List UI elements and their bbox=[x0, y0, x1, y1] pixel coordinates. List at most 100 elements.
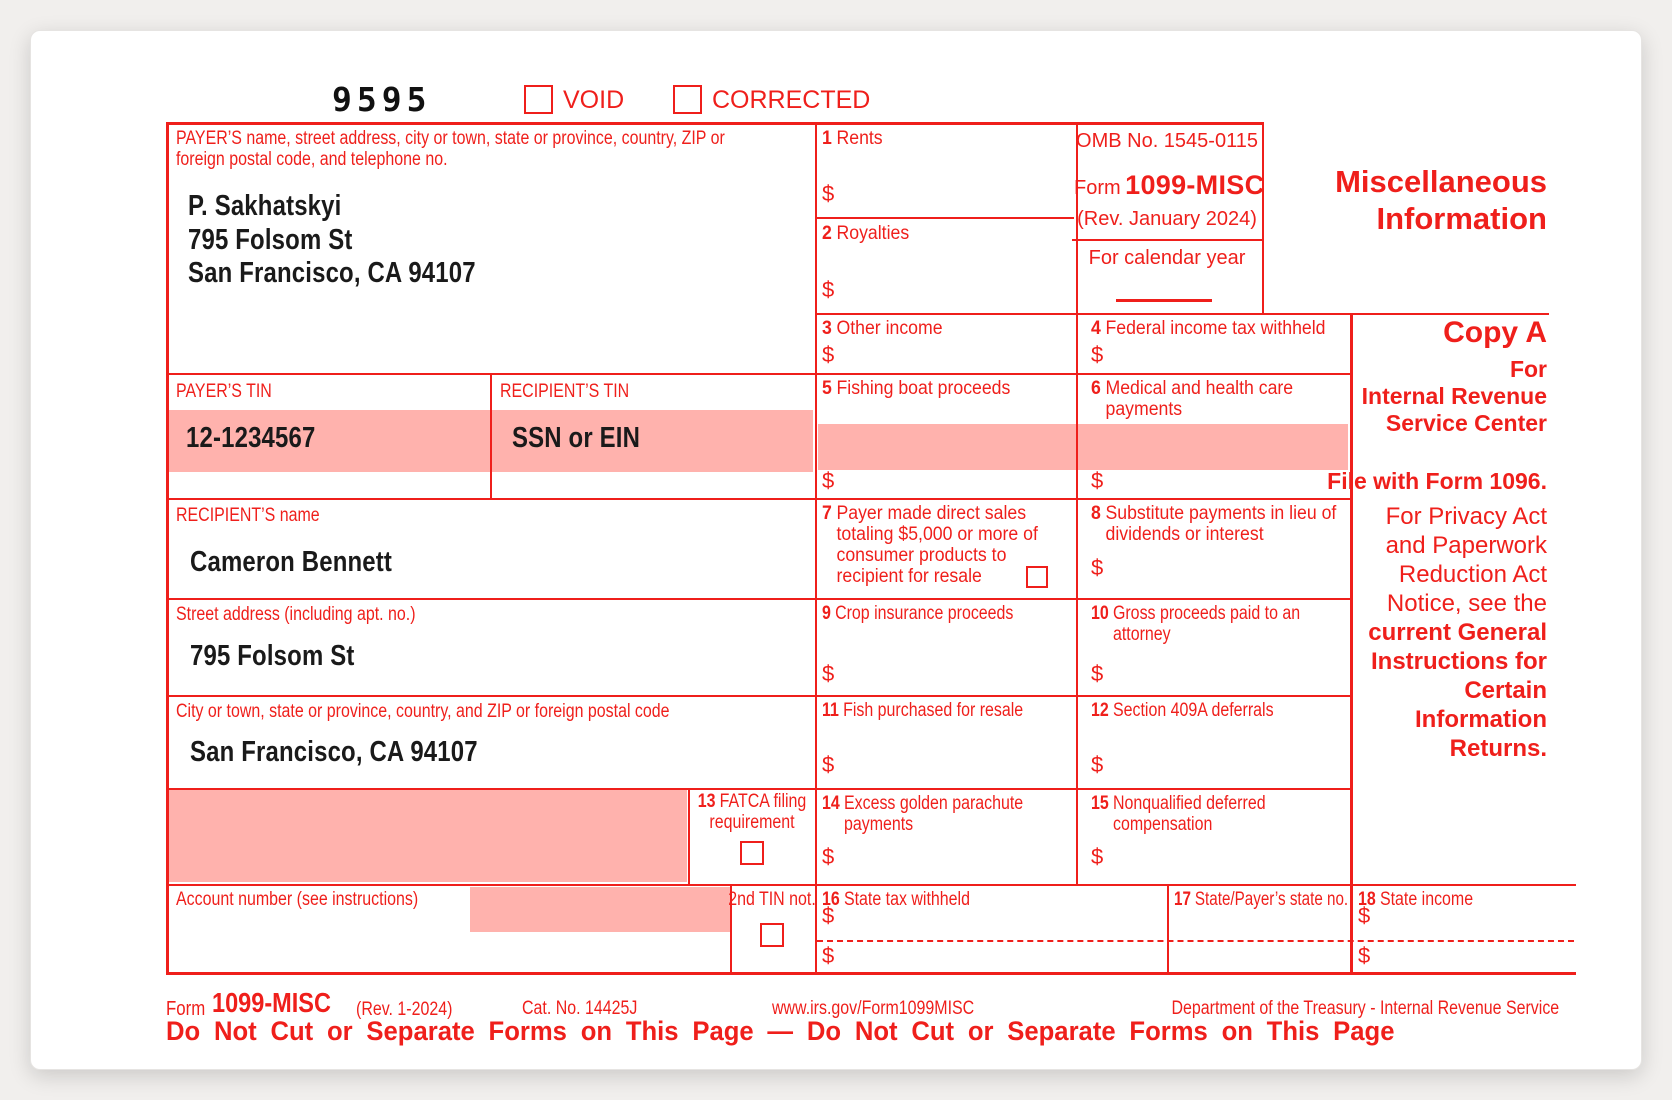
box4-dollar[interactable]: $ bbox=[1091, 342, 1104, 367]
file-with-label: File with Form 1096. bbox=[1327, 468, 1547, 494]
grid-line-center bbox=[815, 122, 817, 975]
payer-block-label: PAYER’S name, street address, city or to… bbox=[176, 128, 725, 170]
grid-line-payer-bottom bbox=[166, 373, 1353, 375]
account-number-label: Account number (see instructions) bbox=[176, 889, 419, 910]
scan-code: 9595 bbox=[332, 80, 432, 119]
street-address-label: Street address (including apt. no.) bbox=[176, 604, 416, 625]
recipient-name-label: RECIPIENT’S name bbox=[176, 505, 320, 526]
row13-left-highlight bbox=[169, 790, 687, 882]
box16-dollar-2[interactable]: $ bbox=[822, 943, 835, 968]
grid-line-name-bottom bbox=[166, 598, 1353, 600]
grid-line-omb-right bbox=[1262, 122, 1264, 315]
box5-label: 5 Fishing boat proceeds bbox=[822, 378, 1011, 399]
grid-line-calendar-top bbox=[1072, 239, 1264, 241]
box2-label: 2 Royalties bbox=[822, 223, 910, 244]
grid-line-tin-bottom bbox=[166, 498, 1353, 500]
box6-label: 6 Medical and health care payments bbox=[1091, 378, 1294, 420]
form-number: 1099-MISC bbox=[1125, 170, 1265, 200]
form-title: Miscellaneous Information bbox=[1335, 164, 1547, 236]
grid-line-account-top bbox=[166, 884, 1576, 886]
recipient-tin-label: RECIPIENT’S TIN bbox=[500, 381, 630, 402]
calendar-year-blank-line bbox=[1116, 299, 1212, 302]
grid-line-box1-bottom bbox=[815, 217, 1074, 219]
box15-dollar[interactable]: $ bbox=[1091, 844, 1104, 869]
box11-label: 11 Fish purchased for resale bbox=[822, 700, 1024, 721]
do-not-cut-banner: Do Not Cut or Separate Forms on This Pag… bbox=[166, 1016, 1395, 1046]
grid-line-colB-left bbox=[1076, 122, 1078, 886]
payer-tin-value[interactable]: 12-1234567 bbox=[186, 422, 316, 454]
box12-label: 12 Section 409A deferrals bbox=[1091, 700, 1274, 721]
footer-revision: (Rev. 1-2024) bbox=[356, 999, 453, 1020]
second-tin-checkbox[interactable] bbox=[760, 923, 784, 947]
box18-dollar-1[interactable]: $ bbox=[1358, 903, 1371, 928]
grid-line-fatca-left bbox=[688, 788, 690, 886]
form-word: Form bbox=[1074, 177, 1121, 199]
grid-line-2ndtin-left bbox=[730, 884, 732, 975]
box8-label: 8 Substitute payments in lieu of dividend… bbox=[1091, 503, 1337, 545]
grid-line-tin-divider bbox=[490, 373, 492, 500]
grid-line-row3-top bbox=[815, 313, 1549, 315]
box18-dollar-2[interactable]: $ bbox=[1358, 943, 1371, 968]
footer-treasury-text: Department of the Treasury - Internal Re… bbox=[1171, 998, 1560, 1019]
box13-label: 13 FATCA filing requirement bbox=[697, 791, 807, 833]
box9-dollar[interactable]: $ bbox=[822, 661, 835, 686]
footer-catalog-number: Cat. No. 14425J bbox=[522, 998, 638, 1019]
footer-irs-url[interactable]: www.irs.gov/Form1099MISC bbox=[772, 998, 975, 1019]
grid-line-city-bottom bbox=[166, 788, 1353, 790]
second-tin-label: 2nd TIN not. bbox=[728, 889, 816, 910]
city-value[interactable]: San Francisco, CA 94107 bbox=[190, 736, 478, 768]
recipient-tin-value[interactable]: SSN or EIN bbox=[512, 422, 641, 454]
corrected-label: CORRECTED bbox=[712, 86, 871, 114]
grid-line-right bbox=[1350, 313, 1353, 975]
privacy-notice-text: For Privacy Act and Paperwork Reduction … bbox=[1385, 503, 1547, 617]
privacy-notice-bold-text: current General Instructions for Certain… bbox=[1368, 619, 1547, 762]
box10-dollar[interactable]: $ bbox=[1091, 661, 1104, 686]
box10-label: 10 Gross proceeds paid to an attorney bbox=[1091, 603, 1301, 645]
calendar-year-label: For calendar year bbox=[1088, 247, 1246, 269]
box11-dollar[interactable]: $ bbox=[822, 752, 835, 777]
box6-dollar[interactable]: $ bbox=[1091, 468, 1104, 493]
box17-label: 17 State/Payer’s state no. bbox=[1174, 889, 1349, 910]
form-id: Form 1099-MISC bbox=[1074, 170, 1264, 201]
box14-dollar[interactable]: $ bbox=[822, 844, 835, 869]
box2-dollar[interactable]: $ bbox=[822, 277, 835, 302]
box9-label: 9 Crop insurance proceeds bbox=[822, 603, 1014, 624]
grid-line-top bbox=[166, 122, 1264, 125]
box14-label: 14 Excess golden parachute payments bbox=[822, 793, 1024, 835]
footer-form-number: 1099-MISC bbox=[212, 987, 331, 1018]
omb-number: OMB No. 1545-0115 bbox=[1076, 130, 1258, 152]
recipient-name-value[interactable]: Cameron Bennett bbox=[190, 546, 393, 578]
box7-label: 7 Payer made direct sales totaling $5,000… bbox=[822, 503, 1038, 587]
irs-center-label: Internal Revenue Service Center bbox=[1361, 383, 1547, 436]
grid-line-left bbox=[166, 122, 169, 975]
payer-value[interactable]: P. Sakhatskyi 795 Folsom St San Francisc… bbox=[188, 190, 476, 289]
box1-dollar[interactable]: $ bbox=[822, 181, 835, 206]
box3-label: 3 Other income bbox=[822, 318, 943, 339]
box8-dollar[interactable]: $ bbox=[1091, 555, 1104, 580]
city-label: City or town, state or province, country… bbox=[176, 701, 670, 722]
box7-checkbox[interactable] bbox=[1026, 566, 1048, 588]
box16-dollar-1[interactable]: $ bbox=[822, 903, 835, 928]
box16-label: 16 State tax withheld bbox=[822, 889, 970, 910]
street-address-value[interactable]: 795 Folsom St bbox=[190, 640, 355, 672]
footer-form-word: Form bbox=[166, 998, 206, 1020]
box12-dollar[interactable]: $ bbox=[1091, 752, 1104, 777]
void-checkbox[interactable] bbox=[524, 85, 553, 114]
box5-6-highlight bbox=[818, 424, 1348, 470]
box15-label: 15 Nonqualified deferred compensation bbox=[1091, 793, 1266, 835]
box5-dollar[interactable]: $ bbox=[822, 468, 835, 493]
fatca-checkbox[interactable] bbox=[740, 841, 764, 865]
form-revision: (Rev. January 2024) bbox=[1077, 208, 1257, 230]
copy-for-label: For bbox=[1509, 356, 1547, 382]
box1-label: 1 Rents bbox=[822, 128, 883, 149]
grid-line-bottom bbox=[166, 972, 1576, 975]
box3-dollar[interactable]: $ bbox=[822, 342, 835, 367]
form-card bbox=[30, 30, 1642, 1070]
corrected-checkbox[interactable] bbox=[673, 85, 702, 114]
grid-line-box16-17-divider bbox=[1167, 884, 1169, 975]
account-highlight bbox=[470, 887, 730, 932]
copy-a-label: Copy A bbox=[1443, 316, 1547, 349]
void-label: VOID bbox=[563, 86, 625, 114]
box18-label: 18 State income bbox=[1358, 889, 1474, 910]
